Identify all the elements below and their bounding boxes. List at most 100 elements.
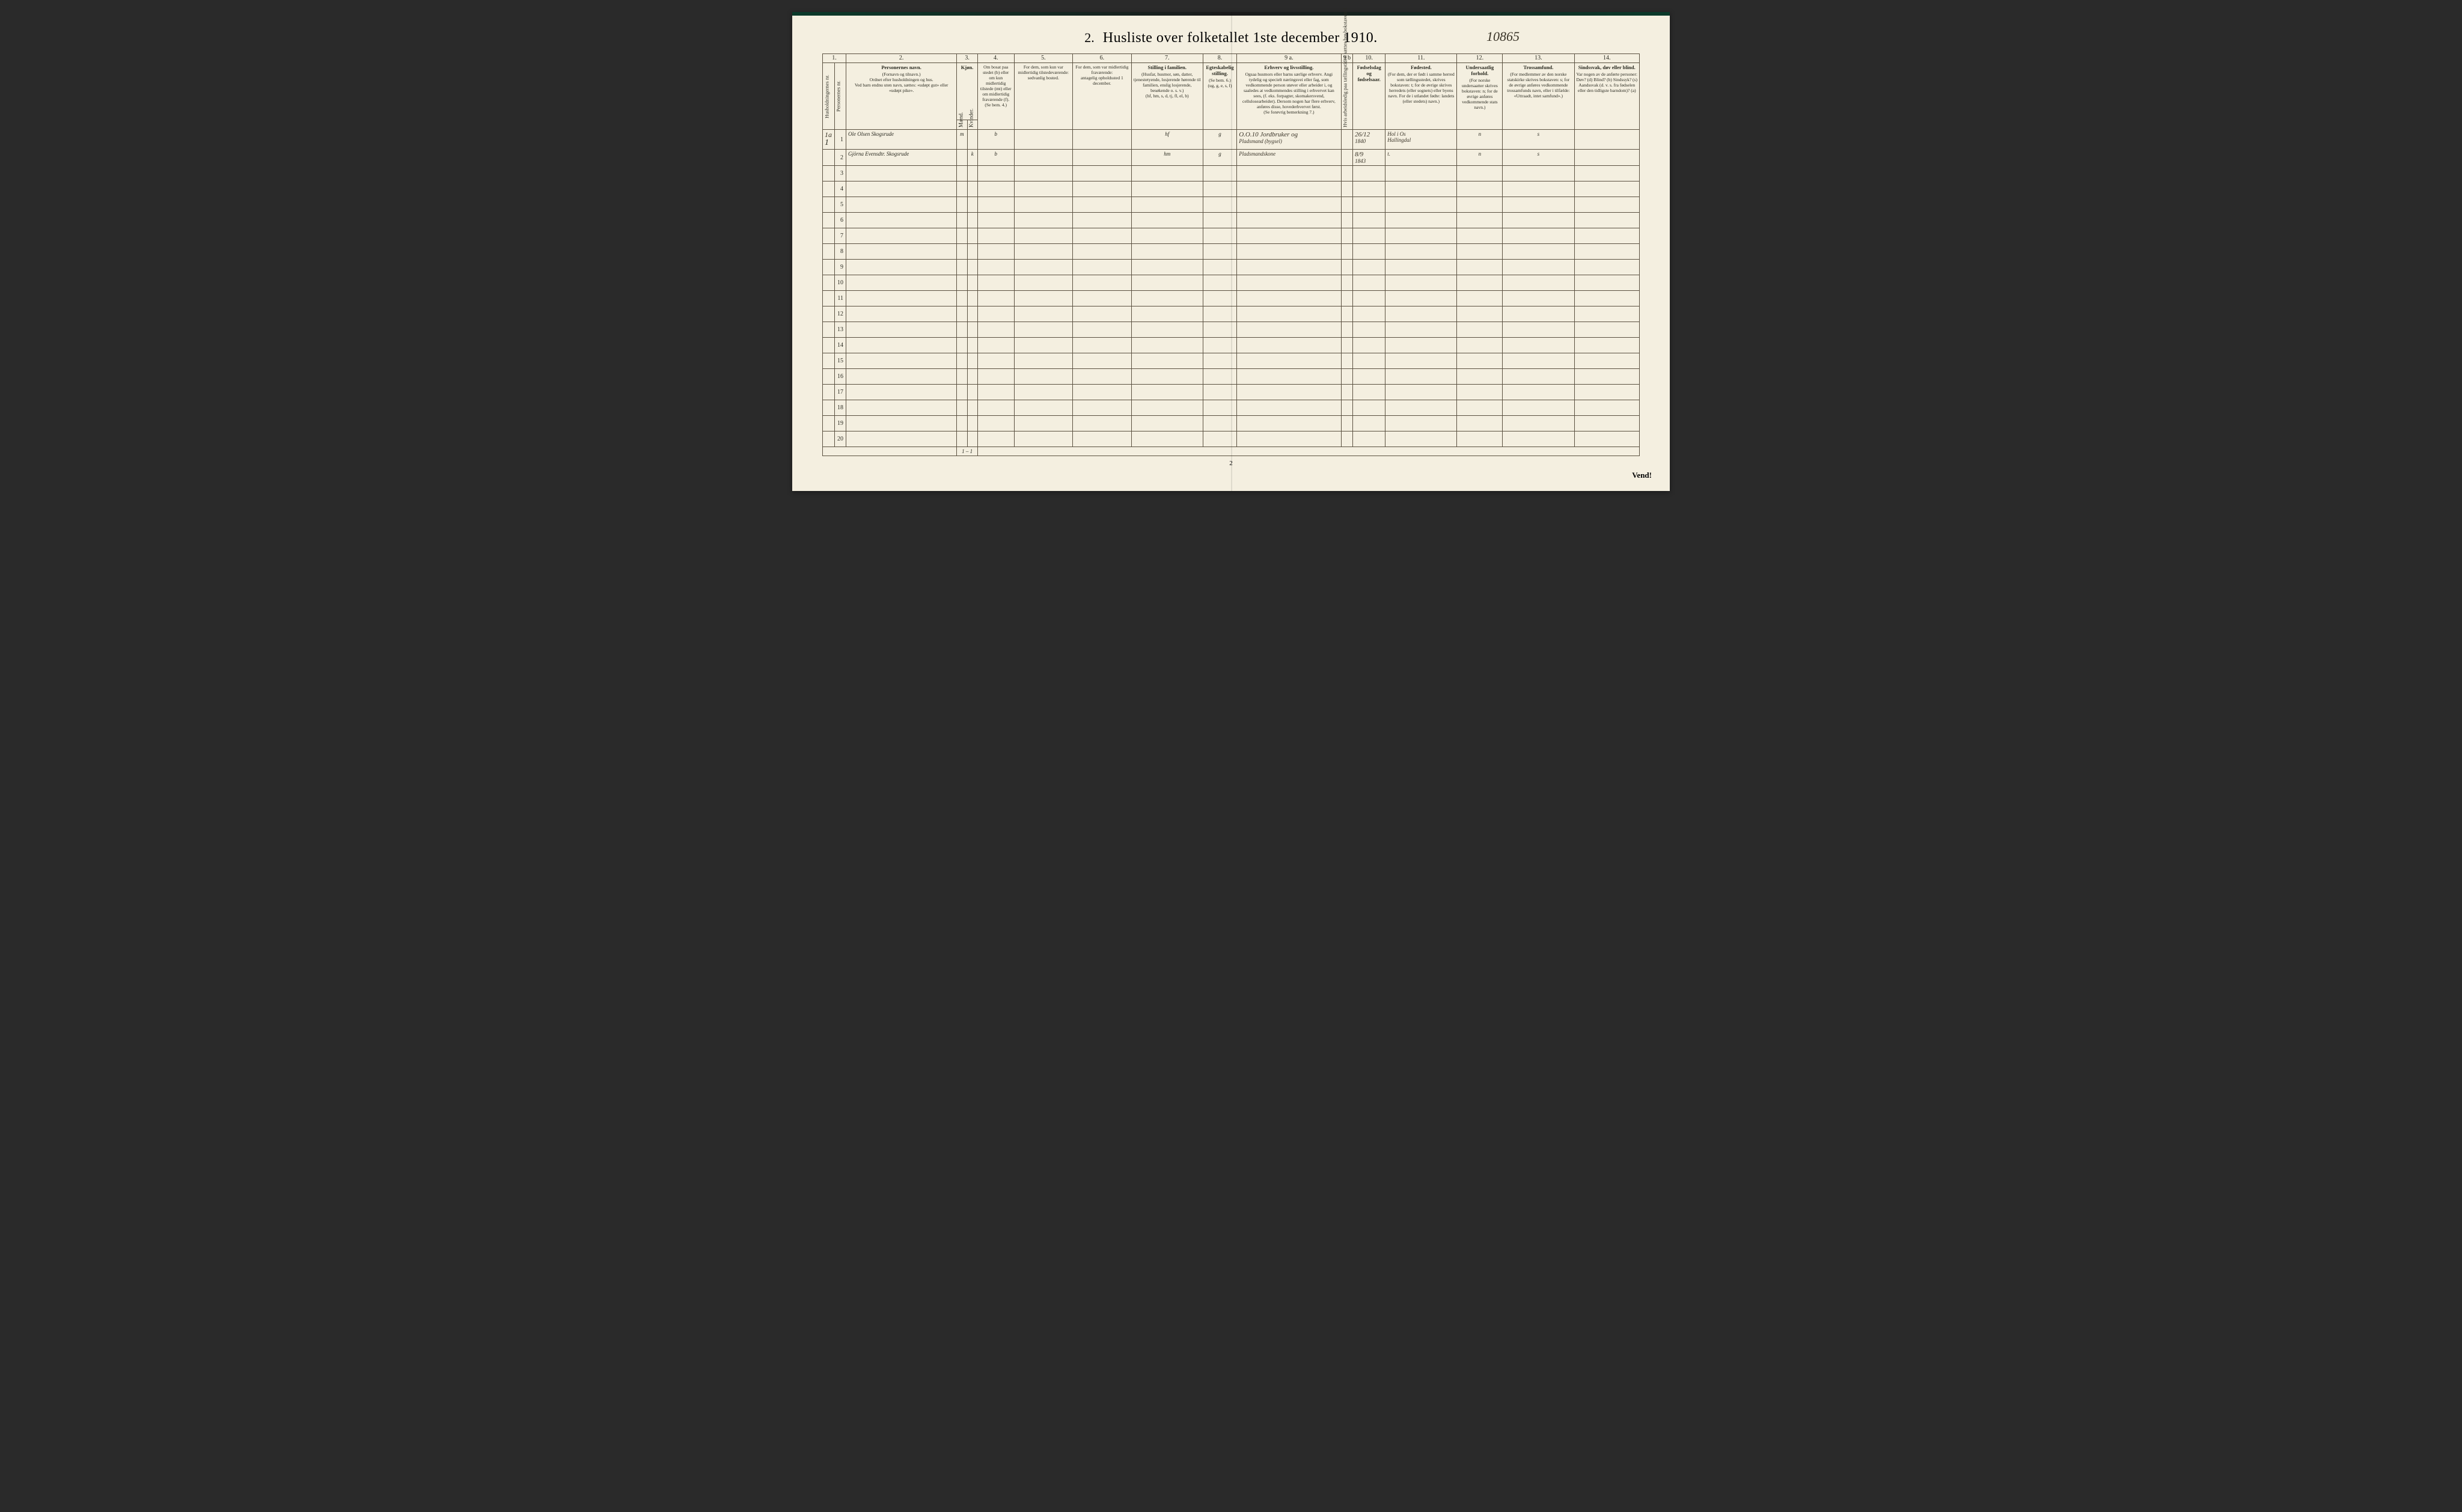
cell-fsted	[1385, 369, 1457, 385]
cell-erhverv	[1237, 322, 1341, 338]
cell-sex-m	[957, 228, 967, 244]
cell-egte	[1203, 213, 1236, 228]
table-row: 14	[823, 338, 1640, 353]
cell-under	[1457, 431, 1503, 447]
cell-under: n	[1457, 130, 1503, 150]
cell-c9b	[1341, 213, 1353, 228]
cell-c14	[1574, 369, 1639, 385]
cell-sex-m	[957, 369, 967, 385]
cell-famst	[1131, 291, 1203, 306]
cell-sex-k	[967, 306, 977, 322]
column-number-row: 1. 2. 3. 4. 5. 6. 7. 8. 9 a. 9 b 10. 11.…	[823, 54, 1640, 63]
cell-c5	[1014, 213, 1073, 228]
cell-tros	[1503, 260, 1574, 275]
header-c11-sub: (For dem, der er født i samme herred som…	[1387, 72, 1455, 104]
colnum-5: 5.	[1014, 54, 1073, 63]
cell-under	[1457, 338, 1503, 353]
cell-hh	[823, 416, 835, 431]
table-row: 17	[823, 385, 1640, 400]
cell-hh	[823, 181, 835, 197]
cell-c9b	[1341, 130, 1353, 150]
cell-sex-k: k	[967, 150, 977, 166]
cell-rownum: 7	[834, 228, 846, 244]
title-row: 2. Husliste over folketallet 1ste decemb…	[822, 30, 1640, 46]
colnum-8: 8.	[1203, 54, 1236, 63]
cell-erhverv	[1237, 400, 1341, 416]
header-c6-title: For dem, som var midlertidig fraværende:	[1075, 64, 1129, 75]
cell-rownum: 16	[834, 369, 846, 385]
header-c14-title: Sindssvak, døv eller blind.	[1577, 64, 1637, 70]
cell-fdato	[1353, 244, 1385, 260]
cell-sex-m	[957, 260, 967, 275]
cell-bosat	[977, 353, 1014, 369]
cell-hh: 1a1	[823, 130, 835, 150]
cell-bosat: b	[977, 130, 1014, 150]
cell-c6	[1073, 400, 1132, 416]
colnum-9a: 9 a.	[1237, 54, 1341, 63]
cell-egte	[1203, 322, 1236, 338]
cell-tros	[1503, 181, 1574, 197]
cell-fsted	[1385, 213, 1457, 228]
cell-c14	[1574, 260, 1639, 275]
cell-sex-m	[957, 338, 967, 353]
cell-c5	[1014, 322, 1073, 338]
cell-rownum: 1	[834, 130, 846, 150]
header-c8-note: (Se bem. 6.) (ug, g, e, s, f)	[1205, 78, 1235, 88]
cell-bosat	[977, 181, 1014, 197]
cell-c9b	[1341, 322, 1353, 338]
cell-under	[1457, 213, 1503, 228]
header-c5-sub: sedvanlig bosted.	[1016, 75, 1071, 81]
cell-tros	[1503, 275, 1574, 291]
cell-fsted	[1385, 431, 1457, 447]
cell-erhverv	[1237, 181, 1341, 197]
cell-fdato	[1353, 416, 1385, 431]
cell-famst	[1131, 338, 1203, 353]
cell-rownum: 12	[834, 306, 846, 322]
header-bosat: Om bosat paa stedet (b) eller om kun mid…	[977, 63, 1014, 130]
cell-hh	[823, 244, 835, 260]
cell-c5	[1014, 166, 1073, 181]
cell-tros	[1503, 353, 1574, 369]
cell-rownum: 4	[834, 181, 846, 197]
cell-hh	[823, 322, 835, 338]
header-c6-sub: antagelig opholdssted 1 december.	[1075, 75, 1129, 86]
cell-c5	[1014, 306, 1073, 322]
cell-name	[846, 322, 957, 338]
cell-c9b	[1341, 385, 1353, 400]
cell-rownum: 13	[834, 322, 846, 338]
header-c7-title: Stilling i familien.	[1134, 64, 1201, 70]
cell-tros	[1503, 228, 1574, 244]
cell-c5	[1014, 244, 1073, 260]
cell-under	[1457, 306, 1503, 322]
cell-fdato	[1353, 385, 1385, 400]
cell-c9b	[1341, 291, 1353, 306]
cell-rownum: 8	[834, 244, 846, 260]
cell-c5	[1014, 150, 1073, 166]
cell-fsted	[1385, 260, 1457, 275]
cell-fdato	[1353, 197, 1385, 213]
table-row: 18	[823, 400, 1640, 416]
colnum-1: 1.	[823, 54, 846, 63]
cell-c14	[1574, 244, 1639, 260]
cell-tros	[1503, 166, 1574, 181]
cell-c5	[1014, 353, 1073, 369]
header-c12-sub: (For norske undersaatter skrives bokstav…	[1459, 78, 1500, 110]
cell-sex-k	[967, 228, 977, 244]
census-table: 1. 2. 3. 4. 5. 6. 7. 8. 9 a. 9 b 10. 11.…	[822, 53, 1640, 456]
cell-rownum: 3	[834, 166, 846, 181]
cell-name	[846, 275, 957, 291]
header-c5: For dem, som kun var midlertidig tilsted…	[1014, 63, 1073, 130]
cell-c6	[1073, 431, 1132, 447]
cell-egte	[1203, 197, 1236, 213]
cell-c6	[1073, 353, 1132, 369]
cell-egte	[1203, 338, 1236, 353]
cell-sex-k	[967, 416, 977, 431]
header-c12-title: Undersaatlig forhold.	[1459, 64, 1500, 76]
cell-sex-m	[957, 244, 967, 260]
page-number: 2	[822, 460, 1640, 467]
colnum-7: 7.	[1131, 54, 1203, 63]
cell-fsted	[1385, 197, 1457, 213]
cell-fdato	[1353, 213, 1385, 228]
cell-erhverv	[1237, 431, 1341, 447]
cell-c5	[1014, 291, 1073, 306]
